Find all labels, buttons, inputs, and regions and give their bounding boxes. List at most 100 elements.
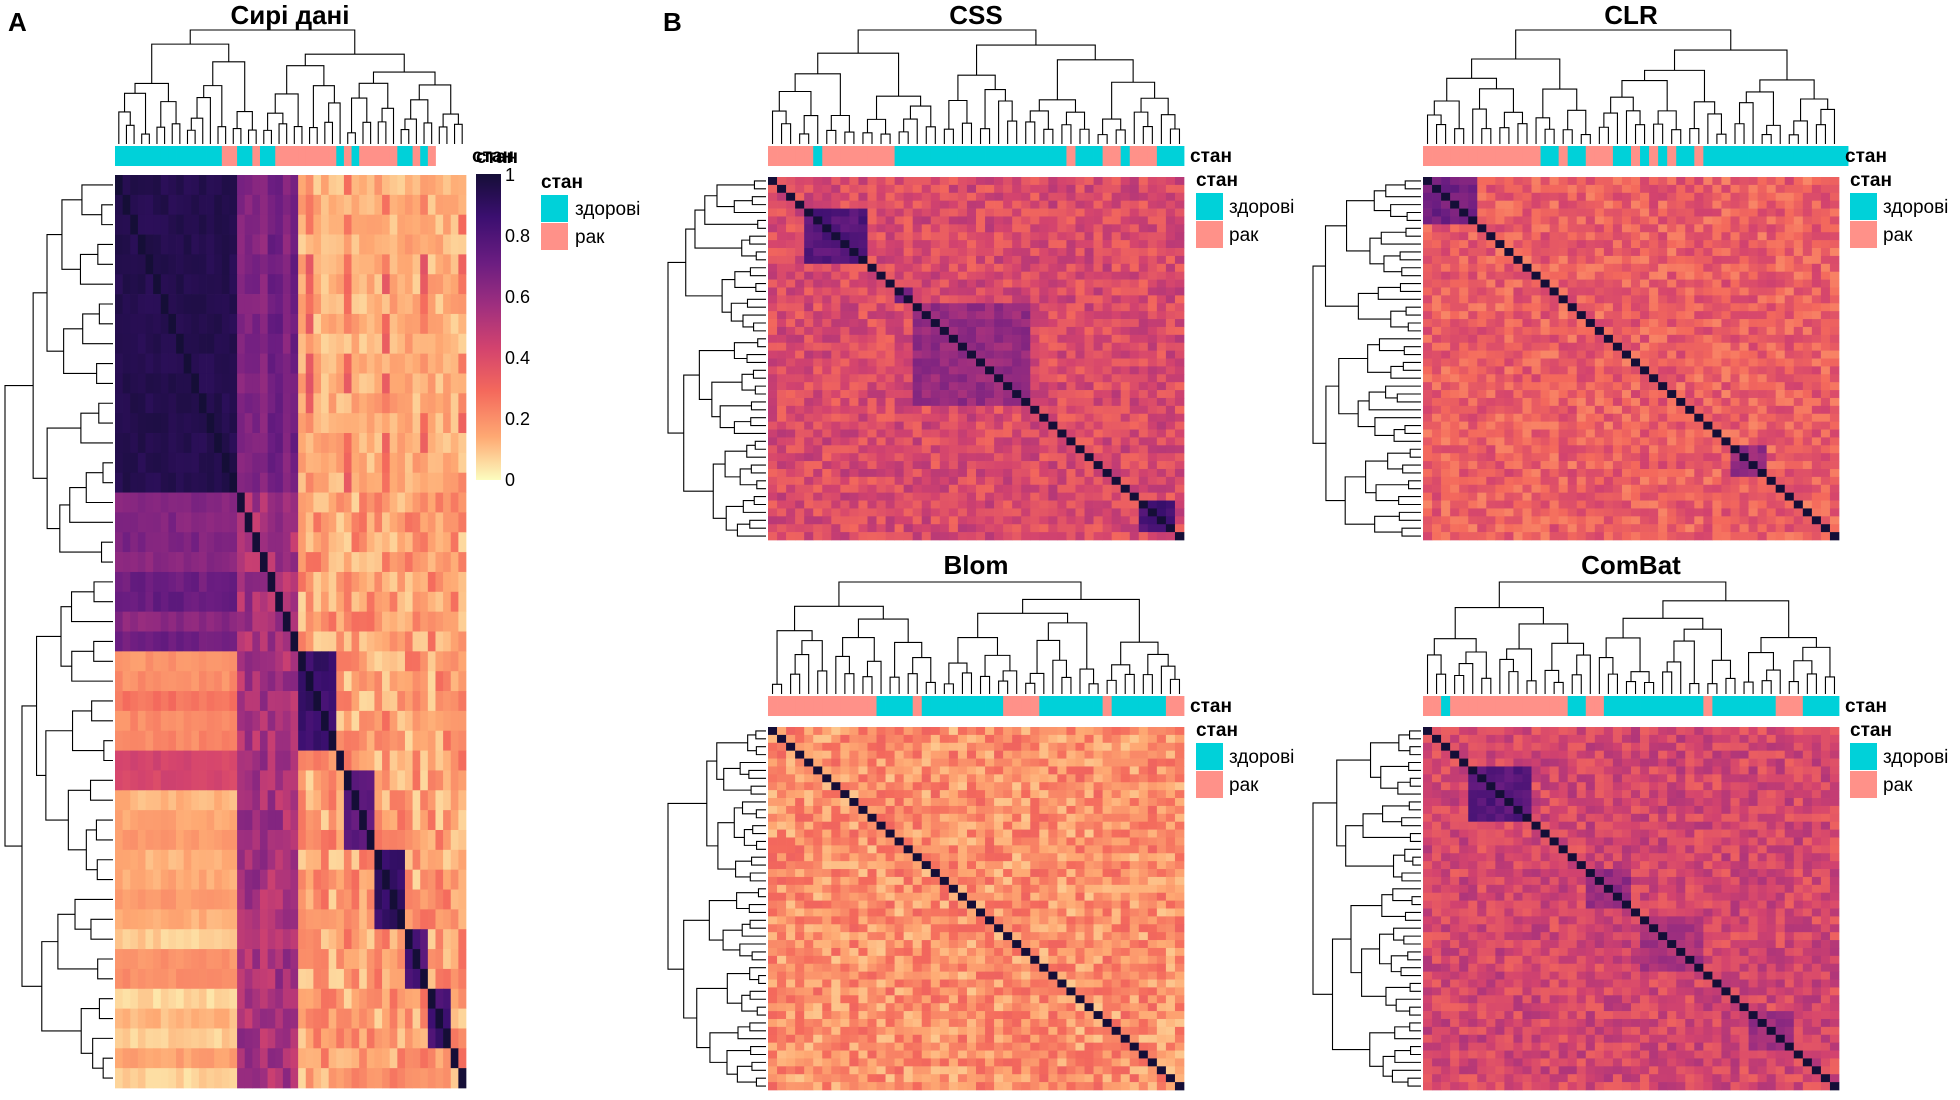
heatmap-cell (1450, 263, 1460, 273)
heatmap-cell (1721, 184, 1731, 194)
heatmap-cell (858, 319, 868, 328)
heatmap-cell (290, 274, 299, 295)
heatmap-cell (1066, 208, 1076, 217)
heatmap-cell (994, 358, 1004, 367)
heatmap-cell (328, 869, 337, 890)
heatmap-cell (412, 492, 421, 513)
heatmap-cell (206, 433, 215, 454)
heatmap-cell (1748, 224, 1758, 233)
heatmap-cell (813, 374, 823, 383)
heatmap-cell (115, 512, 123, 533)
heatmap-cell (206, 254, 215, 275)
heatmap-cell (328, 770, 337, 791)
heatmap-cell (321, 413, 329, 434)
heatmap-cell (343, 333, 352, 354)
heatmap-cell (1084, 177, 1094, 186)
heatmap-cell (1165, 358, 1176, 367)
heatmap-cell (976, 303, 986, 312)
heatmap-cell (313, 1008, 322, 1029)
heatmap-cell (831, 476, 841, 486)
heatmap-cell (115, 929, 123, 950)
heatmap-cell (1784, 216, 1795, 225)
heatmap-cell (1676, 200, 1686, 209)
heatmap-cell (1174, 248, 1185, 257)
heatmap-cell (282, 492, 291, 513)
heatmap-cell (382, 869, 391, 890)
heatmap-cell (221, 591, 230, 612)
heatmap-cell (1576, 192, 1587, 202)
heatmap-cell (450, 194, 459, 216)
heatmap-cell (305, 988, 314, 1009)
heatmap-cell (1093, 468, 1103, 478)
heatmap-cell (290, 571, 299, 593)
heatmap-cell (321, 353, 329, 374)
heatmap-cell (145, 849, 154, 871)
heatmap-cell (214, 730, 223, 751)
heatmap-cell (1021, 192, 1031, 202)
heatmap-cell (191, 393, 200, 414)
heatmap-cell (450, 651, 459, 672)
heatmap-cell (1012, 484, 1022, 493)
heatmap-cell (290, 214, 299, 235)
heatmap-cell (290, 949, 299, 970)
heatmap-cell (822, 461, 832, 470)
heatmap-cell (768, 279, 778, 288)
heatmap-cell (1775, 177, 1786, 186)
heatmap-cell (382, 552, 391, 573)
heatmap-cell (298, 1048, 307, 1069)
heatmap-cell (229, 492, 238, 513)
heatmap-cell (259, 393, 268, 414)
heatmap-cell (298, 254, 307, 275)
heatmap-cell (183, 512, 192, 533)
heatmap-cell (282, 373, 291, 394)
heatmap-cell (305, 750, 314, 771)
heatmap-cell (966, 397, 977, 407)
heatmap-cell (237, 214, 246, 235)
heatmap-cell (1757, 248, 1767, 257)
heatmap-cell (957, 271, 968, 280)
heatmap-cell (336, 175, 345, 196)
heatmap-cell (1057, 445, 1067, 454)
heatmap-cell (359, 333, 368, 354)
heatmap-cell (153, 452, 162, 474)
heatmap-cell (921, 216, 932, 225)
heatmap-cells (1423, 177, 1840, 541)
heatmap-cell (1450, 255, 1460, 265)
heatmap-cell (1084, 492, 1094, 501)
heatmap-cell (237, 849, 246, 871)
heatmap-cell (822, 358, 832, 367)
heatmap-cell (985, 461, 995, 470)
heatmap-cell (450, 234, 459, 255)
heatmap-cell (1048, 492, 1058, 501)
heatmap-cell (976, 271, 986, 280)
heatmap-cell (359, 929, 368, 950)
heatmap-cell (336, 710, 345, 732)
heatmap-cell (777, 216, 787, 225)
heatmap-cell (1084, 516, 1094, 525)
heatmap-cell (1156, 184, 1167, 194)
heatmap-cell (397, 671, 406, 692)
heatmap-cell (966, 484, 977, 493)
heatmap-cell (804, 437, 814, 446)
heatmap-cell (1495, 248, 1505, 257)
heatmap-cell (168, 671, 177, 692)
heatmap-cell (435, 294, 444, 315)
status-cell (957, 146, 968, 166)
heatmap-cell (282, 1008, 291, 1029)
heatmap-cell (412, 294, 421, 315)
heatmap-cell (1640, 224, 1650, 233)
heatmap-cell (366, 254, 375, 275)
heatmap-cell (813, 334, 823, 344)
heatmap-cell (822, 295, 832, 304)
heatmap-cell (813, 476, 823, 486)
heatmap-cell (894, 350, 904, 359)
status-cell (1676, 146, 1686, 166)
heatmap-cell (130, 710, 139, 732)
heatmap-cell (321, 393, 329, 414)
heatmap-title: CLR (1604, 0, 1658, 30)
heatmap-cell (1712, 177, 1722, 186)
heatmap-cell (374, 790, 383, 811)
heatmap-cell (1685, 200, 1695, 209)
heatmap-cell (168, 750, 177, 771)
heatmap-cell (1156, 334, 1167, 344)
